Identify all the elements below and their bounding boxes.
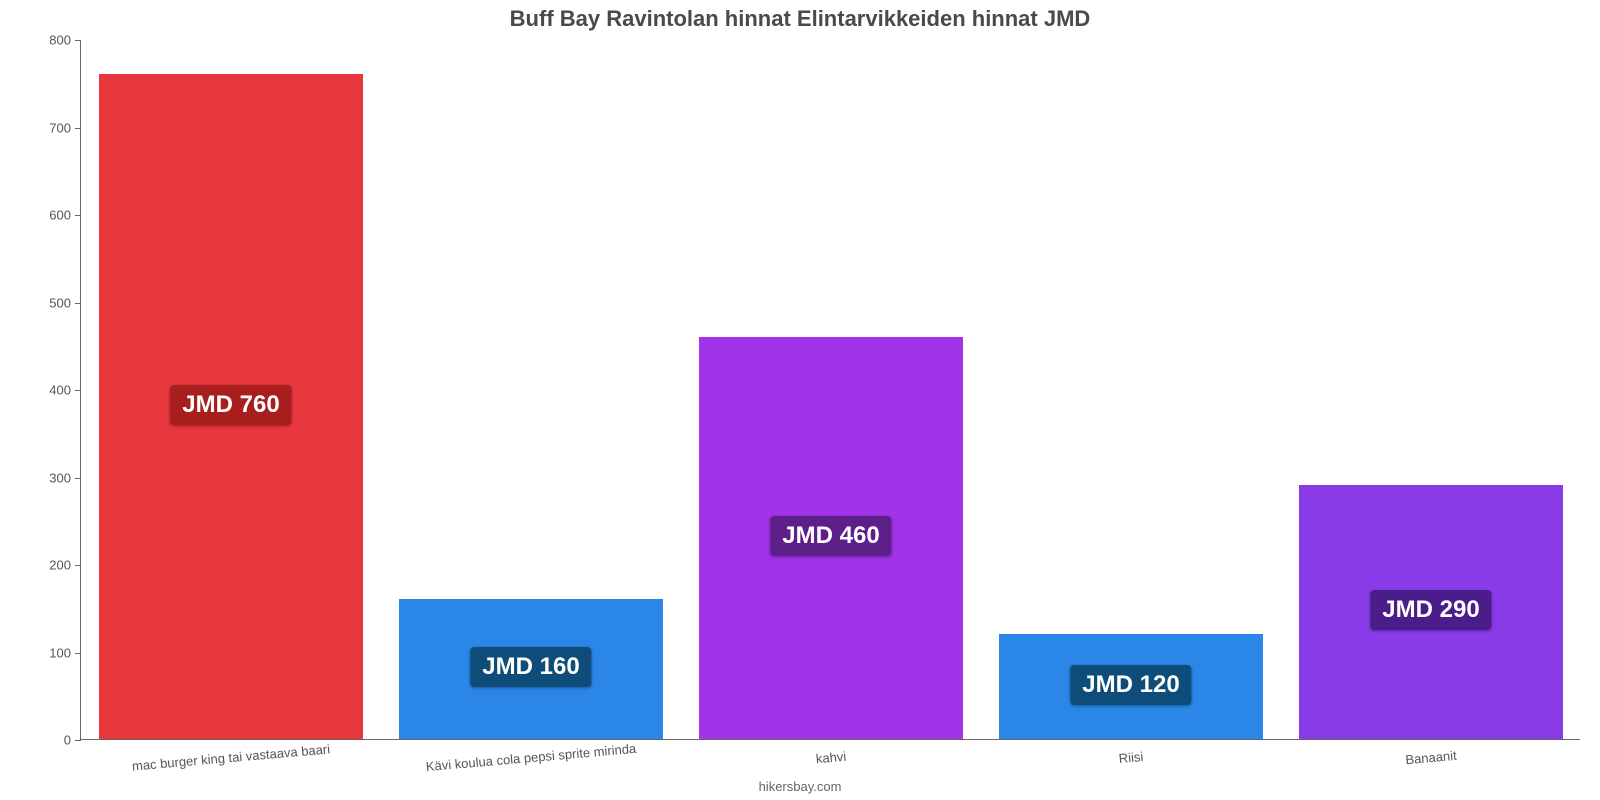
y-tick-label: 800 bbox=[31, 33, 71, 48]
plot-area: JMD 760JMD 160JMD 460JMD 120JMD 290 0100… bbox=[80, 40, 1580, 740]
y-tick-label: 400 bbox=[31, 383, 71, 398]
bar-value-badge: JMD 290 bbox=[1370, 590, 1491, 630]
bar: JMD 120 bbox=[999, 634, 1263, 739]
x-axis-category-label: Kävi koulua cola pepsi sprite mirinda bbox=[425, 741, 637, 774]
y-tick-mark bbox=[75, 40, 81, 41]
y-tick-mark bbox=[75, 653, 81, 654]
bar-value-badge: JMD 760 bbox=[170, 385, 291, 425]
bar: JMD 460 bbox=[699, 337, 963, 740]
x-axis-category-label: Riisi bbox=[1118, 749, 1144, 766]
chart-title: Buff Bay Ravintolan hinnat Elintarvikkei… bbox=[0, 6, 1600, 32]
bar: JMD 160 bbox=[399, 599, 663, 739]
bar: JMD 760 bbox=[99, 74, 363, 739]
attribution-label: hikersbay.com bbox=[0, 779, 1600, 794]
y-tick-label: 300 bbox=[31, 470, 71, 485]
y-tick-label: 100 bbox=[31, 645, 71, 660]
y-tick-label: 200 bbox=[31, 558, 71, 573]
x-axis-category-label: Banaanit bbox=[1405, 748, 1457, 767]
price-bar-chart: Buff Bay Ravintolan hinnat Elintarvikkei… bbox=[0, 0, 1600, 800]
bar-value-badge: JMD 160 bbox=[470, 647, 591, 687]
y-tick-mark bbox=[75, 390, 81, 391]
x-axis-category-label: kahvi bbox=[815, 749, 847, 767]
bar-value-badge: JMD 120 bbox=[1070, 665, 1191, 705]
y-tick-mark bbox=[75, 215, 81, 216]
y-tick-mark bbox=[75, 478, 81, 479]
y-tick-mark bbox=[75, 303, 81, 304]
y-tick-mark bbox=[75, 740, 81, 741]
y-tick-mark bbox=[75, 128, 81, 129]
bars-container: JMD 760 JMD 160 JMD 460 JMD 120 JMD 290 bbox=[81, 40, 1580, 739]
y-tick-label: 700 bbox=[31, 120, 71, 135]
y-tick-label: 600 bbox=[31, 208, 71, 223]
bar-value-badge: JMD 460 bbox=[770, 516, 891, 556]
bar: JMD 290 bbox=[1299, 485, 1563, 739]
y-tick-label: 0 bbox=[31, 733, 71, 748]
y-tick-label: 500 bbox=[31, 295, 71, 310]
y-tick-mark bbox=[75, 565, 81, 566]
x-axis-category-label: mac burger king tai vastaava baari bbox=[131, 741, 330, 773]
